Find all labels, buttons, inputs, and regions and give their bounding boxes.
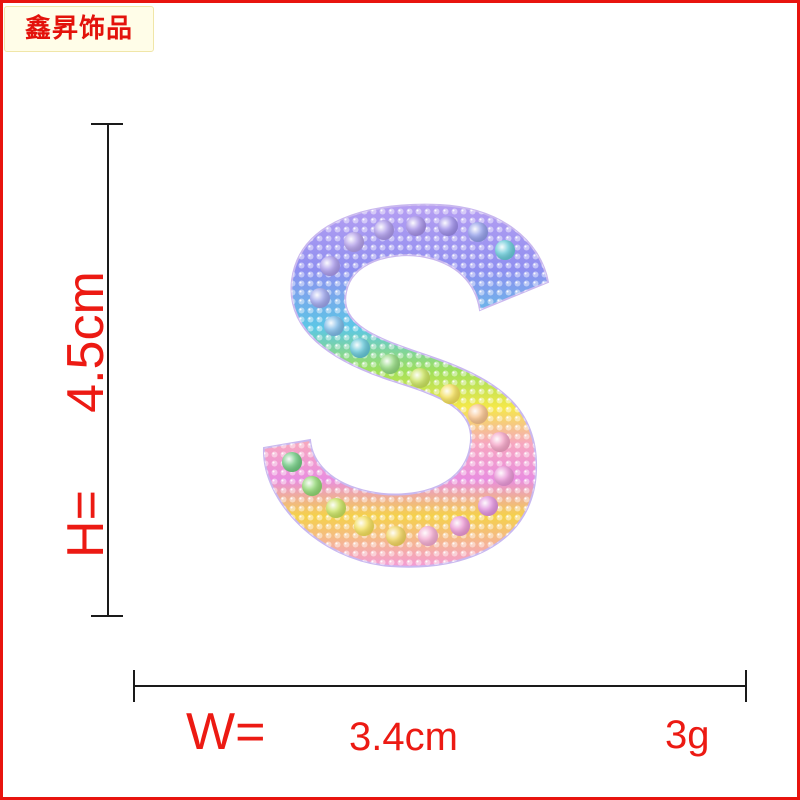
height-label: H=: [57, 490, 115, 558]
brand-label: 鑫昇饰品: [4, 6, 154, 52]
width-value: 3.4cm: [349, 715, 458, 759]
width-label: W=: [186, 703, 266, 761]
width-dimension-line: [134, 685, 747, 687]
width-dimension-tick-right: [745, 670, 747, 702]
height-dimension-tick-bottom: [91, 615, 123, 617]
width-dimension-tick-left: [133, 670, 135, 702]
height-value: 4.5cm: [57, 271, 115, 413]
height-dimension-tick-top: [91, 123, 123, 125]
rainbow-rhinestone-letter-s-icon: [262, 203, 550, 568]
height-dimension-line: [107, 124, 109, 617]
weight-value: 3g: [665, 713, 710, 757]
